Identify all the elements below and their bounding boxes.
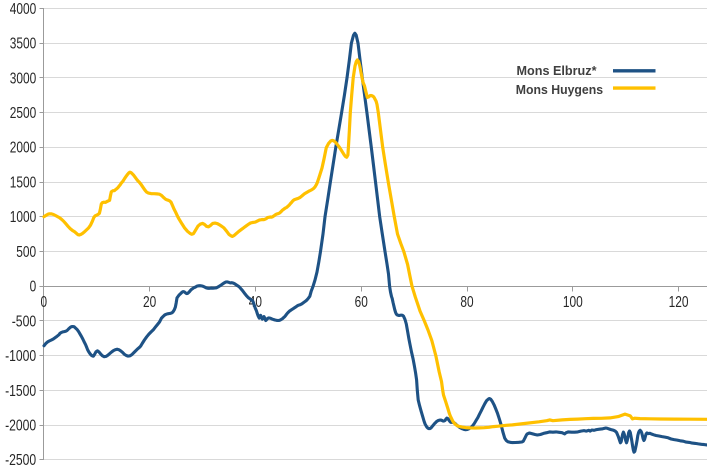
svg-text:500: 500 — [16, 244, 36, 261]
svg-text:2500: 2500 — [10, 105, 37, 122]
svg-text:1500: 1500 — [10, 174, 37, 191]
svg-text:-2500: -2500 — [5, 452, 36, 469]
svg-text:80: 80 — [460, 294, 473, 311]
svg-text:20: 20 — [143, 294, 156, 311]
svg-text:4000: 4000 — [10, 1, 37, 18]
svg-text:40: 40 — [249, 294, 262, 311]
svg-text:-1500: -1500 — [5, 383, 36, 400]
svg-text:-2000: -2000 — [5, 417, 36, 434]
svg-text:1000: 1000 — [10, 209, 37, 226]
svg-text:0: 0 — [30, 279, 37, 296]
svg-text:-500: -500 — [12, 313, 37, 330]
svg-text:0: 0 — [41, 294, 48, 311]
svg-text:60: 60 — [355, 294, 368, 311]
svg-text:100: 100 — [563, 294, 583, 311]
svg-text:2000: 2000 — [10, 140, 37, 157]
svg-text:Mons Huygens: Mons Huygens — [516, 82, 603, 97]
svg-text:120: 120 — [669, 294, 689, 311]
svg-text:Mons Elbruz*: Mons Elbruz* — [517, 63, 598, 78]
svg-text:-1000: -1000 — [5, 348, 36, 365]
svg-text:3500: 3500 — [10, 36, 37, 53]
svg-text:3000: 3000 — [10, 70, 37, 87]
